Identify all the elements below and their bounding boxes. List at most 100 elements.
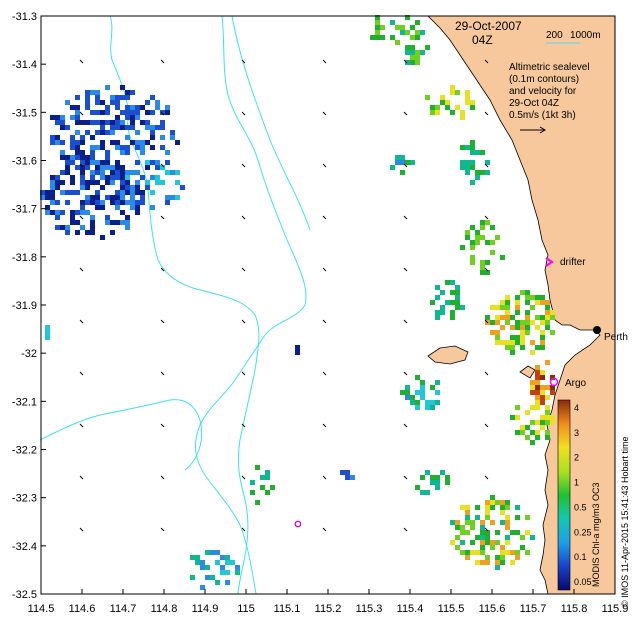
bathy-label-200: 200 (546, 30, 563, 41)
y-tick-label: -31.7 (12, 204, 37, 216)
velocity-arrow (160, 267, 165, 272)
velocity-arrow (484, 319, 489, 324)
velocity-arrow (79, 163, 84, 168)
colorbar-tick-label: 3 (574, 428, 579, 438)
colorbar-tick-label: 4 (574, 403, 579, 413)
argo-marker-2 (294, 520, 302, 528)
velocity-arrow (484, 163, 489, 168)
y-tick-label: -32.1 (12, 396, 37, 408)
colorbar-tick-label: 0.5 (574, 502, 587, 512)
y-tick-label: -31.4 (12, 59, 37, 71)
colorbar-tick-label: 0.1 (574, 552, 587, 562)
velocity-arrow (160, 527, 165, 532)
x-tick-label: 115.6 (479, 603, 506, 615)
colorbar-gradient (557, 399, 571, 591)
y-tick-label: -31.9 (12, 300, 37, 312)
velocity-arrow (484, 423, 489, 428)
velocity-arrow (403, 475, 408, 480)
velocity-arrow (403, 423, 408, 428)
velocity-arrow (403, 59, 408, 64)
velocity-arrow (241, 319, 246, 324)
colorbar-tick-label: 2 (574, 453, 579, 463)
y-tick-label: -31.6 (12, 156, 37, 168)
legend-line-3: 29-Oct 04Z (509, 98, 559, 109)
velocity-arrow (160, 319, 165, 324)
x-tick-label: 115 (237, 603, 255, 615)
velocity-arrow (484, 111, 489, 116)
velocity-arrow (484, 371, 489, 376)
y-tick-label: -32.3 (12, 493, 37, 505)
argo-marker (549, 377, 559, 387)
colorbar: 4 3 2 1 0.5 0.25 0.1 0.05 MODIS Chl-a mg/m3 OC3… (557, 399, 630, 607)
velocity-arrow (241, 267, 246, 272)
legend-line-0: Altimetric sealevel (509, 62, 590, 73)
x-tick-label: 114.6 (69, 603, 96, 615)
velocity-arrow (160, 59, 165, 64)
x-tick-label: 115.4 (397, 603, 424, 615)
velocity-arrow (160, 371, 165, 376)
velocity-arrow (484, 527, 489, 532)
velocity-arrow (79, 371, 84, 376)
velocity-arrow (322, 215, 327, 220)
y-tick-label: -31.5 (12, 107, 37, 119)
velocity-arrow (403, 371, 408, 376)
velocity-arrow (241, 111, 246, 116)
velocity-arrow (322, 319, 327, 324)
drifter-marker (545, 257, 554, 267)
velocity-arrow (79, 475, 84, 480)
x-tick-label: 115.5 (438, 603, 465, 615)
velocity-arrow (241, 215, 246, 220)
velocity-arrow (79, 111, 84, 116)
colorbar-title: MODIS Chl-a mg/m3 OC3 (591, 482, 601, 587)
island-rottnest (427, 345, 469, 365)
velocity-arrow (322, 475, 327, 480)
velocity-arrow (160, 423, 165, 428)
velocity-arrow (160, 475, 165, 480)
credit-text: © IMOS 11-Apr-2015 15:41:43 Hobart time (620, 436, 630, 607)
colorbar-tick-label: 1 (574, 478, 579, 488)
velocity-arrow (322, 423, 327, 428)
velocity-arrow (322, 59, 327, 64)
contour-200m (194, 15, 307, 595)
y-tick-label: -32.5 (12, 589, 37, 601)
velocity-arrow (322, 371, 327, 376)
velocity-arrow (160, 163, 165, 168)
y-tick-label: -32.2 (12, 445, 37, 457)
axis-ticks: 114.5 114.6 114.7 114.8 114.9 115 115.1 115.2 11… (12, 11, 628, 615)
velocity-arrow (322, 267, 327, 272)
contour-inner (39, 399, 203, 471)
x-tick-label: 114.7 (110, 603, 137, 615)
legend-line-1: (0.1m contours) (509, 74, 579, 85)
velocity-arrow (484, 59, 489, 64)
velocity-arrow (322, 163, 327, 168)
velocity-arrow (403, 111, 408, 116)
velocity-arrow (241, 423, 246, 428)
x-tick-label: 115.7 (520, 603, 547, 615)
velocity-arrow (79, 527, 84, 532)
time-title: 04Z (472, 33, 493, 47)
velocity-arrow (241, 527, 246, 532)
velocity-arrow (403, 527, 408, 532)
velocity-arrow (403, 215, 408, 220)
x-tick-label: 115.9 (602, 603, 629, 615)
colorbar-tick-label: 0.05 (574, 577, 592, 587)
velocity-arrows (79, 59, 489, 532)
velocity-arrow (484, 475, 489, 480)
drifter-label: drifter (560, 257, 586, 268)
colorbar-tick-label: 0.25 (574, 527, 592, 537)
y-tick-label: -31.3 (12, 11, 37, 23)
velocity-arrow (79, 319, 84, 324)
x-tick-label: 114.9 (192, 603, 219, 615)
x-tick-label: 115.8 (561, 603, 588, 615)
velocity-arrow (403, 163, 408, 168)
velocity-arrow (403, 319, 408, 324)
x-tick-label: 115.2 (315, 603, 342, 615)
velocity-arrow (241, 371, 246, 376)
date-title: 29-Oct-2007 (455, 19, 522, 33)
legend-line-2: and velocity for (509, 86, 577, 97)
chlorophyll-pixels (40, 15, 555, 590)
velocity-arrow (241, 475, 246, 480)
velocity-arrow (79, 59, 84, 64)
velocity-arrow (484, 215, 489, 220)
